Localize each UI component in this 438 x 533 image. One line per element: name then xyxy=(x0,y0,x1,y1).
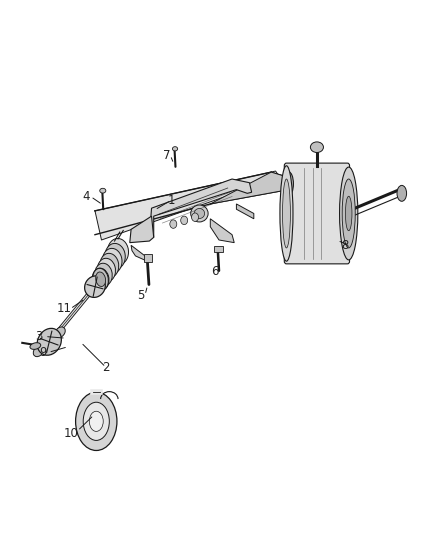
Ellipse shape xyxy=(311,142,323,152)
Ellipse shape xyxy=(93,268,109,290)
Ellipse shape xyxy=(105,244,125,269)
Text: 8: 8 xyxy=(342,239,349,252)
Polygon shape xyxy=(210,172,289,204)
Text: 5: 5 xyxy=(137,289,145,302)
Circle shape xyxy=(181,216,187,224)
Text: 11: 11 xyxy=(57,302,72,316)
Polygon shape xyxy=(131,245,147,261)
Ellipse shape xyxy=(346,196,352,231)
Ellipse shape xyxy=(89,411,103,431)
Text: 9: 9 xyxy=(39,346,46,359)
Text: 4: 4 xyxy=(82,190,90,203)
Ellipse shape xyxy=(55,327,65,337)
Ellipse shape xyxy=(102,248,122,273)
Ellipse shape xyxy=(76,392,117,450)
Polygon shape xyxy=(130,216,154,243)
FancyBboxPatch shape xyxy=(144,254,152,262)
Ellipse shape xyxy=(33,346,43,357)
Ellipse shape xyxy=(173,147,178,151)
Polygon shape xyxy=(149,179,252,237)
Polygon shape xyxy=(237,204,254,219)
Ellipse shape xyxy=(92,268,109,290)
FancyBboxPatch shape xyxy=(284,163,350,264)
Ellipse shape xyxy=(284,172,293,196)
Ellipse shape xyxy=(100,253,119,278)
Ellipse shape xyxy=(97,259,116,282)
Ellipse shape xyxy=(30,343,41,349)
Ellipse shape xyxy=(283,179,290,248)
Text: 2: 2 xyxy=(102,361,110,374)
Ellipse shape xyxy=(95,263,112,286)
Ellipse shape xyxy=(37,328,61,355)
Ellipse shape xyxy=(342,179,355,248)
Ellipse shape xyxy=(100,188,106,193)
Ellipse shape xyxy=(83,402,110,440)
Ellipse shape xyxy=(108,238,128,265)
Ellipse shape xyxy=(280,166,293,261)
Text: 7: 7 xyxy=(163,149,170,161)
Ellipse shape xyxy=(397,185,406,201)
Text: 10: 10 xyxy=(64,427,78,440)
Circle shape xyxy=(191,213,198,221)
Text: 6: 6 xyxy=(211,265,219,278)
Text: 3: 3 xyxy=(35,330,42,343)
FancyBboxPatch shape xyxy=(214,246,223,252)
Ellipse shape xyxy=(95,272,106,286)
Ellipse shape xyxy=(85,276,105,297)
Text: 1: 1 xyxy=(167,193,175,207)
Ellipse shape xyxy=(194,208,205,219)
Ellipse shape xyxy=(339,167,358,260)
Polygon shape xyxy=(210,219,234,243)
Polygon shape xyxy=(95,172,280,240)
Ellipse shape xyxy=(191,205,208,222)
Circle shape xyxy=(170,220,177,228)
